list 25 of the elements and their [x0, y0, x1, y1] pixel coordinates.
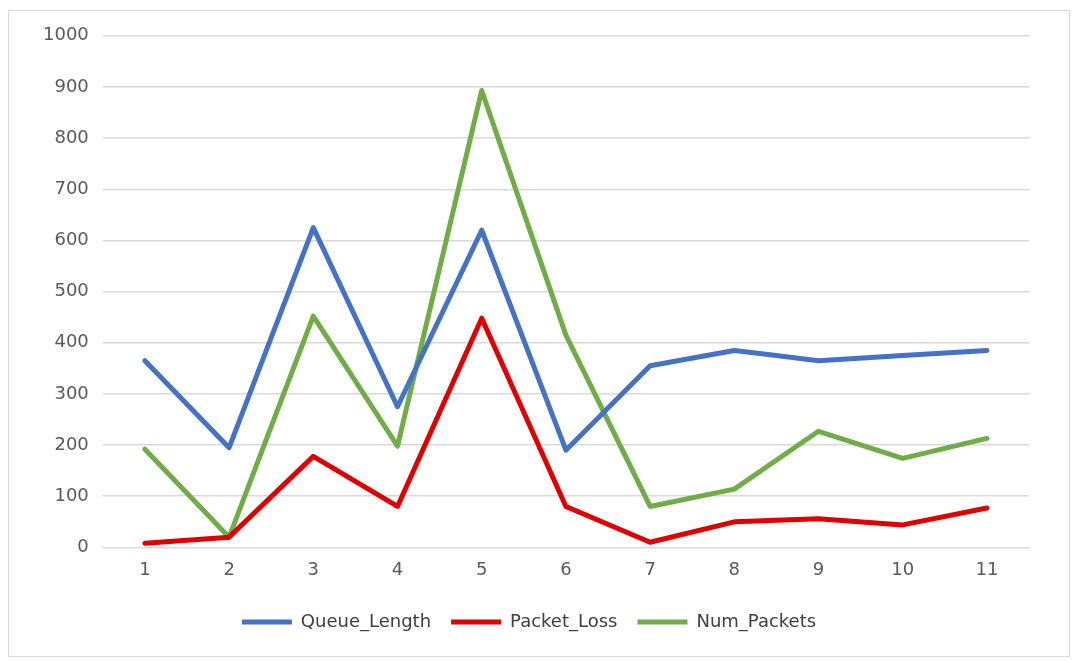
y-tick-label: 700: [54, 176, 89, 198]
x-tick-label: 5: [475, 557, 488, 579]
x-tick-label: 11: [975, 557, 999, 579]
y-tick-label: 800: [54, 125, 89, 147]
y-tick-label: 300: [54, 381, 89, 403]
x-tick-label: 9: [812, 557, 825, 579]
x-tick-label: 7: [644, 557, 656, 579]
legend-label: Queue_Length: [300, 609, 432, 632]
x-tick-label: 6: [560, 557, 572, 579]
y-tick-label: 100: [54, 483, 89, 505]
y-tick-label: 900: [54, 74, 89, 96]
y-tick-label: 600: [54, 228, 89, 250]
legend-label: Packet_Loss: [510, 609, 618, 632]
y-tick-label: 400: [54, 330, 89, 352]
x-tick-label: 10: [891, 557, 915, 579]
y-tick-label: 0: [77, 535, 89, 557]
x-tick-label: 1: [139, 557, 151, 579]
x-tick-label: 2: [223, 557, 235, 579]
x-tick-label: 3: [307, 557, 320, 579]
x-tick-label: 8: [728, 557, 741, 579]
x-tick-label: 4: [391, 557, 404, 579]
y-tick-label: 1000: [43, 23, 89, 45]
y-tick-label: 200: [54, 432, 89, 454]
legend-label: Num_Packets: [696, 609, 817, 632]
y-tick-label: 500: [54, 279, 89, 301]
